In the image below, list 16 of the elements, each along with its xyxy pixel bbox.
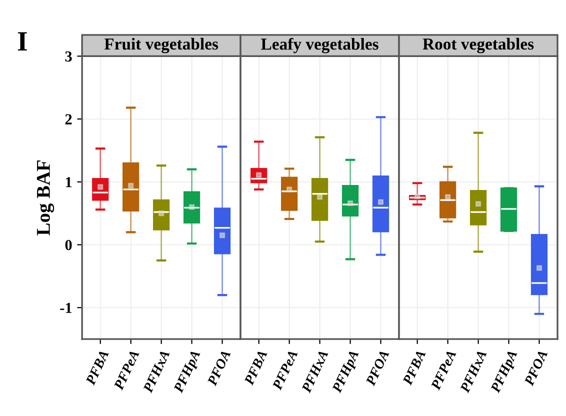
- y-tick-label: 2: [65, 114, 72, 124]
- chart-title: Fruit vegetables: [104, 38, 218, 54]
- x-tick-label: PFBA: [402, 349, 426, 386]
- y-tick-label: 3: [65, 51, 72, 62]
- x-tick-label: PFOA: [524, 349, 548, 386]
- x-tick-label: PFOA: [365, 349, 390, 386]
- y-tick-label: 0: [65, 240, 72, 250]
- x-tick-label: PFOA: [207, 349, 231, 386]
- x-tick-label: PFBA: [244, 349, 268, 386]
- chart-title: Root vegetables: [422, 38, 534, 54]
- y-tick-label: 1: [66, 177, 72, 188]
- text: I: [18, 32, 27, 50]
- y-tick-label: -1: [60, 302, 72, 313]
- x-tick-label: PFBA: [85, 349, 109, 386]
- y-axis-title: Log BAF: [36, 160, 54, 236]
- chart-title: Leafy vegetables: [261, 38, 378, 54]
